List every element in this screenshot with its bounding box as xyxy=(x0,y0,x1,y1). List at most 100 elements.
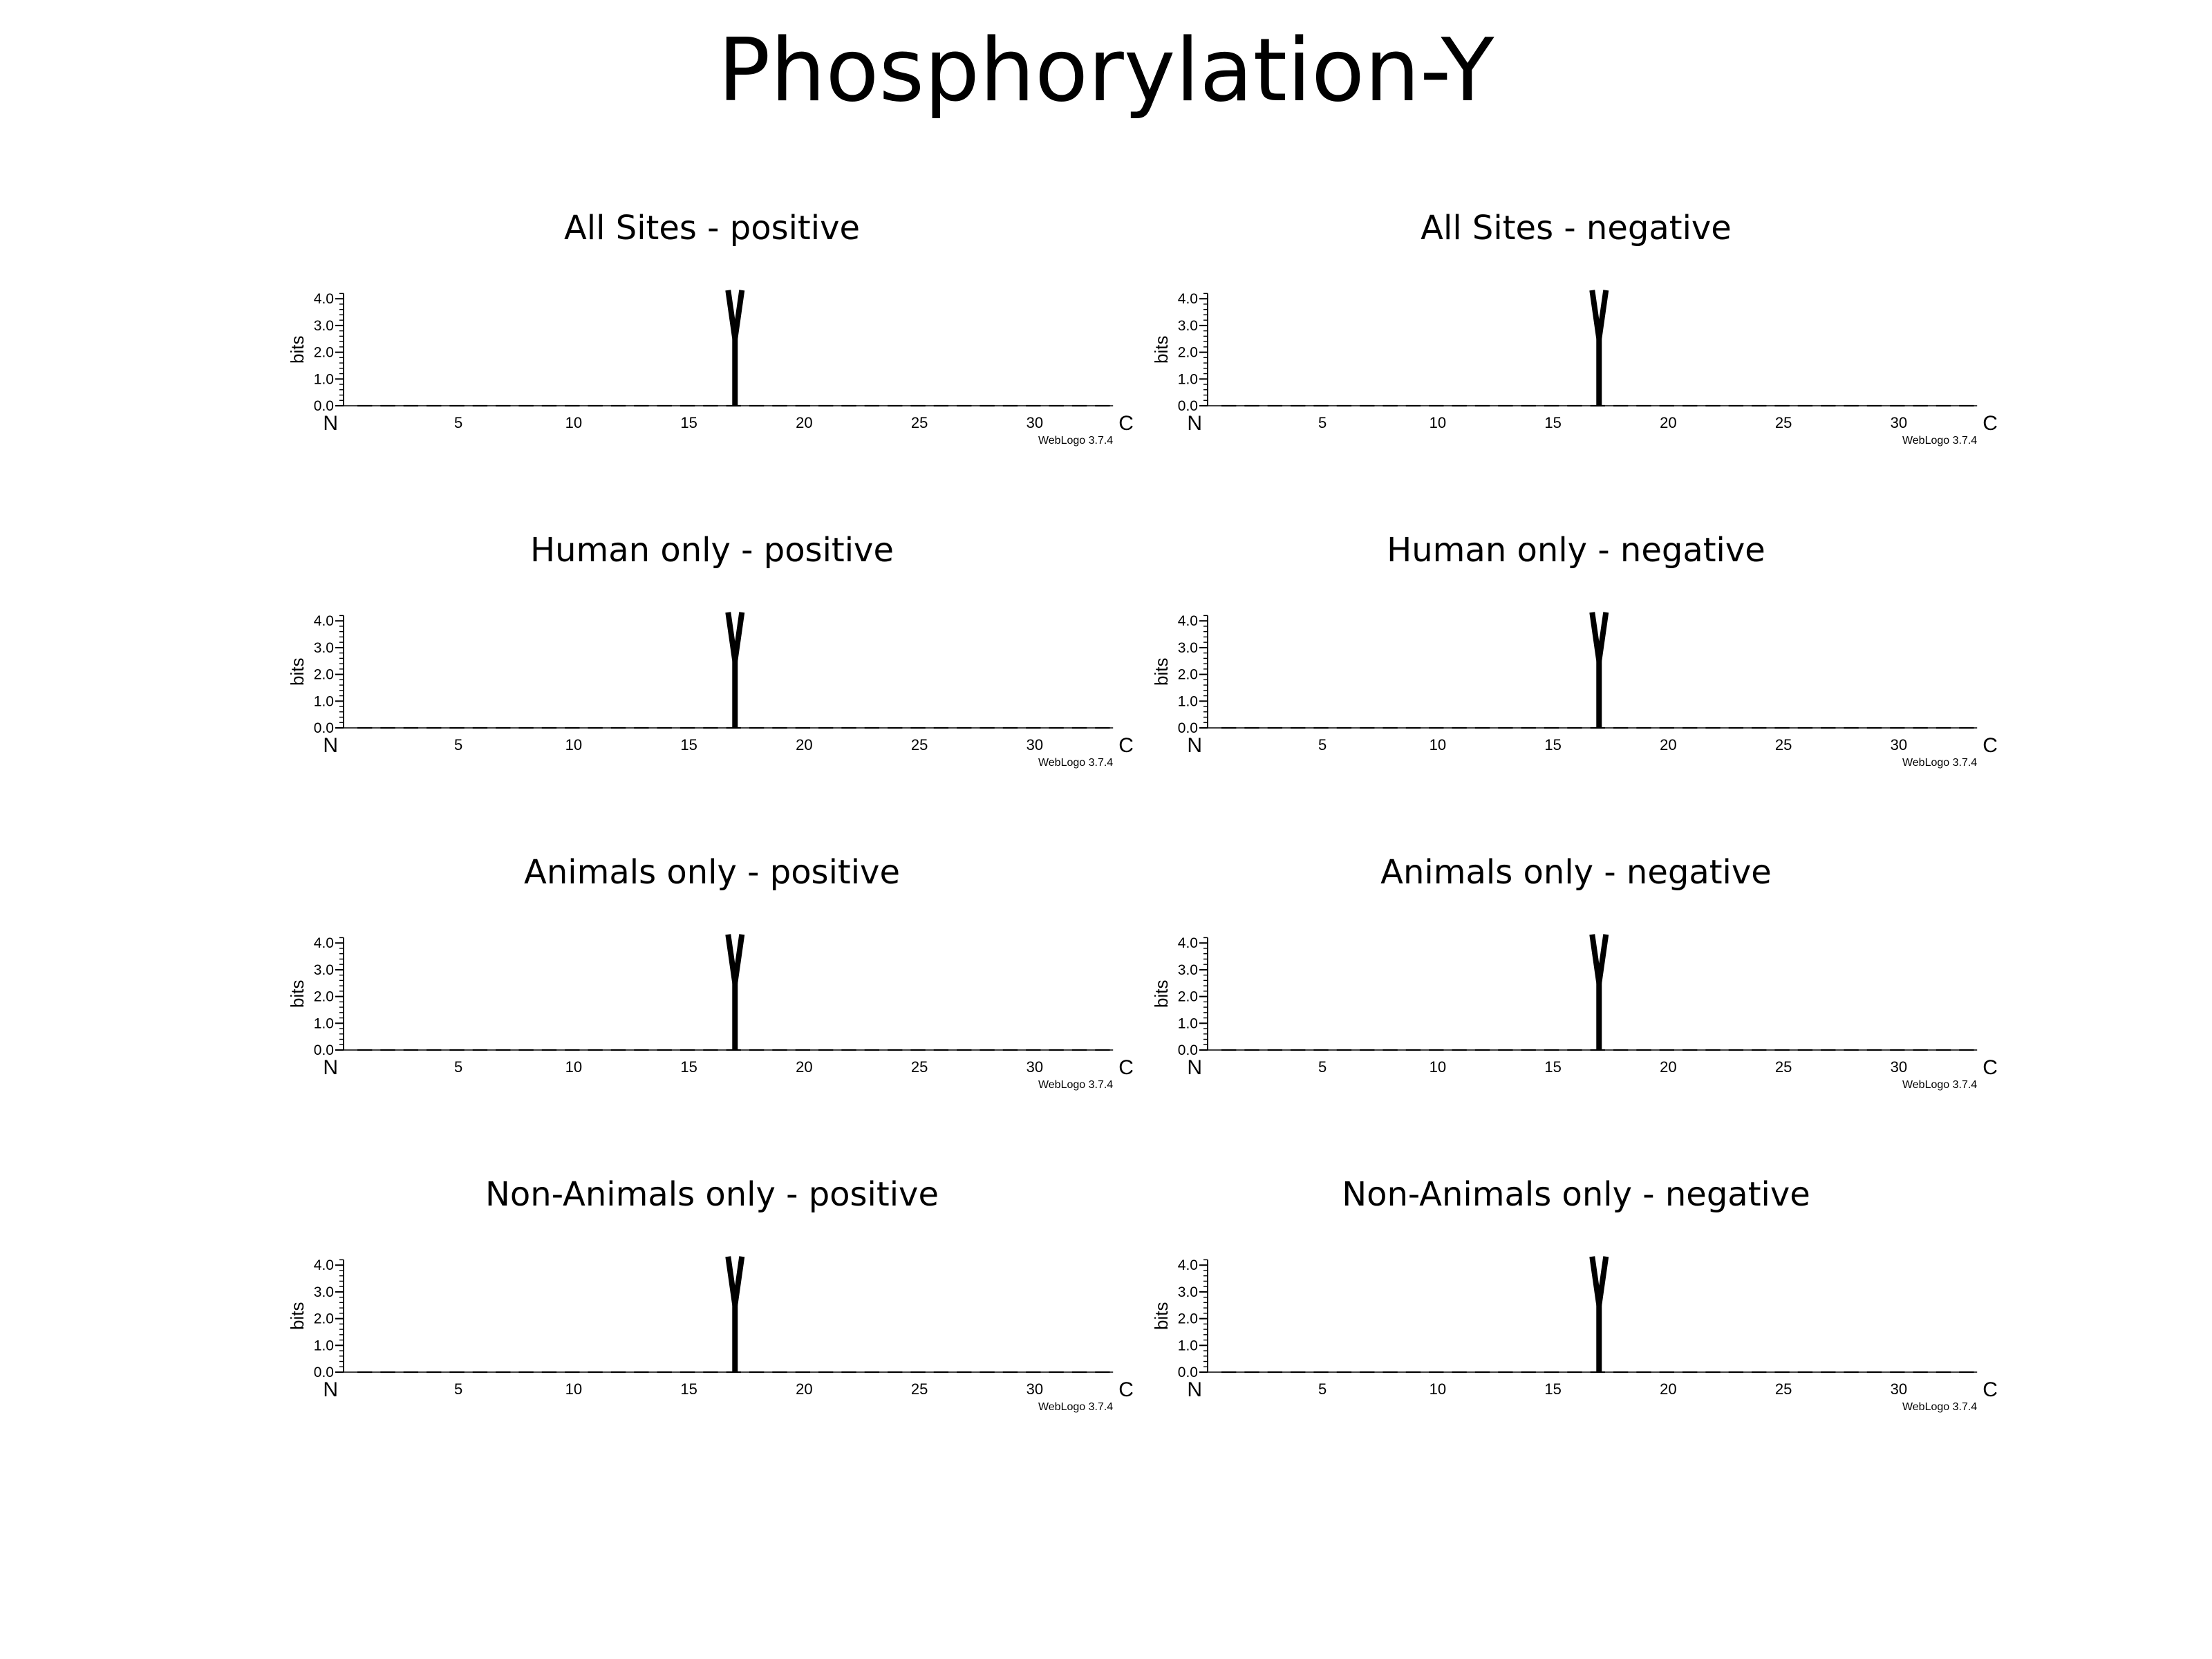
y-tick-label: 2.0 xyxy=(314,345,334,361)
x-tick-label: 30 xyxy=(1027,1058,1043,1076)
y-tick-label: 4.0 xyxy=(1178,935,1198,951)
n-terminus-label: N xyxy=(1187,1056,1202,1079)
x-tick-label: 20 xyxy=(1660,736,1676,753)
y-tick-label: 1.0 xyxy=(1178,1015,1198,1031)
residue-letter-Y xyxy=(1589,612,1609,728)
logo-panel-human-positive: Human only - positive 0.0 1.0 2.0 3.0 4.0 bit… xyxy=(280,529,1144,778)
y-tick-label: 1.0 xyxy=(314,693,334,709)
n-terminus-label: N xyxy=(1187,734,1202,757)
figure-title: Phosphorylation-Y xyxy=(718,19,1494,121)
x-tick-label: 5 xyxy=(454,414,462,431)
sequence-logo: 0.0 1.0 2.0 3.0 4.0 bits 5 10 15 20 25 30 N C WebLogo … xyxy=(287,612,1134,769)
letter-y-arms xyxy=(1589,934,1609,984)
x-tick-label: 5 xyxy=(454,736,462,753)
y-tick-label: 2.0 xyxy=(1178,345,1198,361)
x-tick-label: 20 xyxy=(1660,1380,1676,1398)
letter-y-arms xyxy=(725,290,745,339)
y-tick-label: 2.0 xyxy=(314,667,334,683)
x-tick-label: 5 xyxy=(1318,736,1327,753)
n-terminus-label: N xyxy=(323,412,338,435)
x-tick-label: 30 xyxy=(1027,414,1043,431)
residue-letter-Y xyxy=(1589,290,1609,406)
letter-y-arms xyxy=(1589,1256,1609,1306)
n-terminus-label: N xyxy=(323,1378,338,1401)
y-tick-label: 3.0 xyxy=(1178,1284,1198,1300)
x-tick-label: 10 xyxy=(1430,1058,1446,1076)
n-terminus-label: N xyxy=(323,734,338,757)
x-tick-label: 25 xyxy=(911,1058,928,1076)
sequence-logo: 0.0 1.0 2.0 3.0 4.0 bits 5 10 15 20 25 30 N C WebLogo … xyxy=(1151,612,1998,769)
y-tick-label: 0.0 xyxy=(1178,398,1198,414)
x-tick-label: 15 xyxy=(680,1058,697,1076)
n-terminus-label: N xyxy=(1187,1378,1202,1401)
x-tick-label: 15 xyxy=(1544,736,1561,753)
x-tick-label: 10 xyxy=(565,414,582,431)
panel-title: All Sites - negative xyxy=(1421,209,1732,247)
x-tick-label: 15 xyxy=(680,1380,697,1398)
c-terminus-label: C xyxy=(1118,1378,1134,1401)
y-tick-label: 4.0 xyxy=(314,613,334,629)
x-tick-label: 10 xyxy=(565,1058,582,1076)
y-axis-label: bits xyxy=(1151,335,1172,363)
x-tick-label: 15 xyxy=(1544,1380,1561,1398)
y-tick-label: 1.0 xyxy=(314,1015,334,1031)
y-axis-label: bits xyxy=(287,1302,308,1329)
x-tick-label: 30 xyxy=(1891,414,1907,431)
y-tick-label: 4.0 xyxy=(1178,613,1198,629)
x-tick-label: 5 xyxy=(1318,1380,1327,1398)
x-tick-label: 20 xyxy=(796,414,812,431)
sequence-logo: 0.0 1.0 2.0 3.0 4.0 bits 5 10 15 20 25 30 N C WebLogo … xyxy=(1151,290,1998,447)
y-tick-label: 1.0 xyxy=(1178,693,1198,709)
weblogo-watermark: WebLogo 3.7.4 xyxy=(1902,1401,1977,1413)
sequence-logo: 0.0 1.0 2.0 3.0 4.0 bits 5 10 15 20 25 30 N C WebLogo … xyxy=(287,934,1134,1091)
weblogo-watermark: WebLogo 3.7.4 xyxy=(1038,1401,1113,1413)
y-tick-label: 1.0 xyxy=(314,1338,334,1353)
weblogo-watermark: WebLogo 3.7.4 xyxy=(1902,757,1977,769)
x-tick-label: 15 xyxy=(1544,414,1561,431)
weblogo-watermark: WebLogo 3.7.4 xyxy=(1038,1079,1113,1091)
panel-title: All Sites - positive xyxy=(563,209,861,247)
sequence-logo: 0.0 1.0 2.0 3.0 4.0 bits 5 10 15 20 25 30 N C WebLogo … xyxy=(1151,1256,1998,1413)
y-tick-label: 4.0 xyxy=(314,935,334,951)
y-tick-label: 1.0 xyxy=(1178,371,1198,387)
x-tick-label: 20 xyxy=(1660,1058,1676,1076)
x-tick-label: 10 xyxy=(1430,736,1446,753)
x-tick-label: 10 xyxy=(1430,1380,1446,1398)
y-tick-label: 3.0 xyxy=(314,318,334,334)
x-tick-label: 25 xyxy=(911,1380,928,1398)
letter-y-arms xyxy=(725,612,745,662)
weblogo-watermark: WebLogo 3.7.4 xyxy=(1902,435,1977,447)
x-tick-label: 25 xyxy=(1775,414,1792,431)
x-tick-label: 25 xyxy=(1775,1380,1792,1398)
y-tick-label: 2.0 xyxy=(1178,1311,1198,1327)
logo-panel-non-animals-negative: Non-Animals only - negative 0.0 1.0 2.0 3.0… xyxy=(1144,1174,2008,1423)
x-tick-label: 10 xyxy=(565,736,582,753)
panel-title: Animals only - positive xyxy=(523,853,900,892)
sequence-logo: 0.0 1.0 2.0 3.0 4.0 bits 5 10 15 20 25 30 N C WebLogo … xyxy=(1151,934,1998,1091)
y-tick-label: 0.0 xyxy=(314,720,334,736)
y-axis-label: bits xyxy=(1151,657,1172,685)
logo-panel-animals-positive: Animals only - positive 0.0 1.0 2.0 3.0 4.0 b… xyxy=(280,852,1144,1100)
x-tick-label: 25 xyxy=(911,414,928,431)
x-tick-label: 25 xyxy=(1775,736,1792,753)
y-tick-label: 1.0 xyxy=(1178,1338,1198,1353)
y-tick-label: 2.0 xyxy=(1178,989,1198,1005)
weblogo-watermark: WebLogo 3.7.4 xyxy=(1038,757,1113,769)
y-tick-label: 4.0 xyxy=(314,1257,334,1273)
y-tick-label: 4.0 xyxy=(1178,291,1198,307)
letter-y-arms xyxy=(1589,290,1609,339)
n-terminus-label: N xyxy=(323,1056,338,1079)
y-tick-label: 0.0 xyxy=(1178,1365,1198,1380)
x-tick-label: 15 xyxy=(680,736,697,753)
y-axis-label: bits xyxy=(287,980,308,1007)
x-tick-label: 15 xyxy=(1544,1058,1561,1076)
x-tick-label: 5 xyxy=(454,1380,462,1398)
letter-y-arms xyxy=(725,934,745,984)
c-terminus-label: C xyxy=(1118,734,1134,757)
y-axis-label: bits xyxy=(287,335,308,363)
x-tick-label: 20 xyxy=(1660,414,1676,431)
c-terminus-label: C xyxy=(1983,1056,1998,1079)
y-axis-label: bits xyxy=(1151,980,1172,1007)
letter-y-arms xyxy=(725,1256,745,1306)
sequence-logo: 0.0 1.0 2.0 3.0 4.0 bits 5 10 15 20 25 30 N C WebLogo … xyxy=(287,290,1134,447)
